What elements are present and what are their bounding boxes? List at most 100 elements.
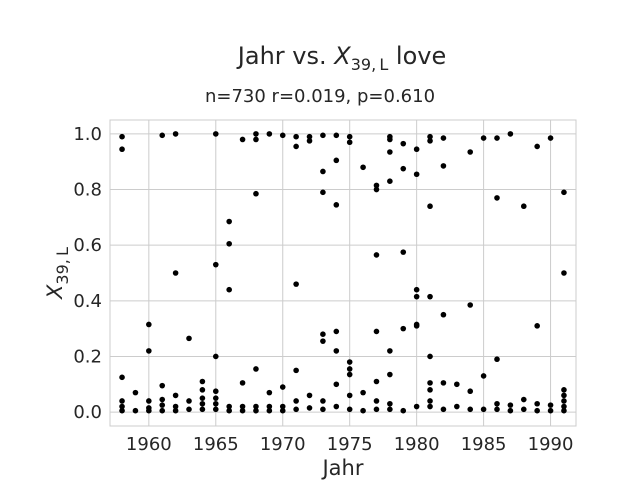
y-axis-label: X39, L <box>43 247 72 300</box>
data-point <box>373 328 380 335</box>
data-point <box>159 402 166 408</box>
data-point <box>454 381 460 388</box>
data-point <box>561 398 567 404</box>
data-point <box>520 406 527 413</box>
data-point <box>172 403 179 410</box>
data-point <box>186 406 192 413</box>
data-point <box>186 335 192 342</box>
chart-subtitle: n=730 r=0.019, p=0.610 <box>205 86 435 107</box>
data-point <box>373 186 380 193</box>
data-point <box>199 400 206 407</box>
data-point <box>467 302 474 308</box>
data-point <box>226 407 232 414</box>
grid <box>110 120 576 426</box>
data-point <box>360 407 366 414</box>
x-tick-label: 1970 <box>260 434 306 455</box>
data-point <box>387 149 393 155</box>
data-point <box>494 356 500 363</box>
data-point <box>146 348 152 354</box>
data-point <box>387 178 393 184</box>
data-point <box>507 407 514 414</box>
data-point <box>293 281 299 287</box>
data-point <box>266 131 273 137</box>
data-point <box>253 131 259 137</box>
data-point <box>413 146 420 153</box>
data-point <box>279 384 286 390</box>
data-point <box>400 325 407 332</box>
data-point <box>253 190 259 197</box>
data-point <box>226 286 232 293</box>
data-point <box>119 403 125 410</box>
x-axis-label: Jahr <box>320 456 363 480</box>
data-point <box>346 392 353 399</box>
data-point <box>320 338 326 344</box>
data-point <box>159 132 166 139</box>
data-point <box>226 403 232 410</box>
data-point <box>507 402 514 408</box>
data-point <box>239 407 246 414</box>
data-point <box>333 403 340 410</box>
data-point <box>306 405 313 411</box>
data-point <box>320 189 326 196</box>
data-point <box>119 133 125 140</box>
data-point <box>333 328 340 335</box>
y-tick-label: 0.6 <box>73 235 102 256</box>
data-point <box>266 407 273 414</box>
data-point <box>279 403 286 410</box>
data-point <box>159 407 166 414</box>
data-point <box>547 135 554 141</box>
y-tick-label: 0.8 <box>73 180 102 201</box>
data-point <box>239 380 246 386</box>
y-tick-label: 1.0 <box>73 124 102 145</box>
x-tick-label: 1965 <box>193 434 239 455</box>
y-axis-ticks: 0.0 0.2 0.4 0.6 0.8 1.0 <box>73 124 102 423</box>
data-point <box>119 398 125 404</box>
data-point <box>226 218 232 225</box>
data-point <box>413 293 420 300</box>
data-point <box>132 407 139 414</box>
data-point <box>212 400 219 407</box>
data-point <box>159 396 166 403</box>
chart-title: Jahr vs. X39, L love <box>236 42 446 74</box>
data-point <box>119 146 125 153</box>
data-point <box>427 293 433 300</box>
data-point <box>413 286 420 293</box>
data-point <box>467 406 474 413</box>
data-point <box>360 164 366 171</box>
data-point <box>413 323 420 329</box>
x-tick-label: 1975 <box>327 434 373 455</box>
data-point <box>400 407 407 414</box>
data-point <box>199 395 206 401</box>
x-tick-label: 1980 <box>394 434 440 455</box>
data-point <box>119 407 125 414</box>
data-point <box>467 149 474 155</box>
data-point <box>239 136 246 143</box>
data-point <box>373 252 380 258</box>
data-point <box>293 367 299 374</box>
data-point <box>320 398 326 404</box>
data-point <box>253 407 259 414</box>
data-point <box>266 389 273 396</box>
data-point <box>212 261 219 268</box>
data-point <box>373 182 380 189</box>
data-point <box>320 168 326 175</box>
data-point <box>561 392 567 399</box>
data-point <box>373 398 380 404</box>
y-tick-label: 0.4 <box>73 291 102 312</box>
data-point <box>159 382 166 389</box>
data-point <box>212 131 219 137</box>
data-point <box>387 406 393 413</box>
data-point <box>320 406 326 413</box>
data-point <box>427 403 433 410</box>
data-point <box>333 202 340 208</box>
data-point <box>507 131 514 137</box>
data-point <box>199 387 206 393</box>
data-point <box>480 373 487 379</box>
data-point <box>534 400 540 407</box>
data-point <box>561 270 567 276</box>
data-point <box>346 133 353 140</box>
data-point <box>346 366 353 372</box>
data-point <box>172 407 179 414</box>
data-point <box>494 406 500 413</box>
data-point <box>320 132 326 139</box>
